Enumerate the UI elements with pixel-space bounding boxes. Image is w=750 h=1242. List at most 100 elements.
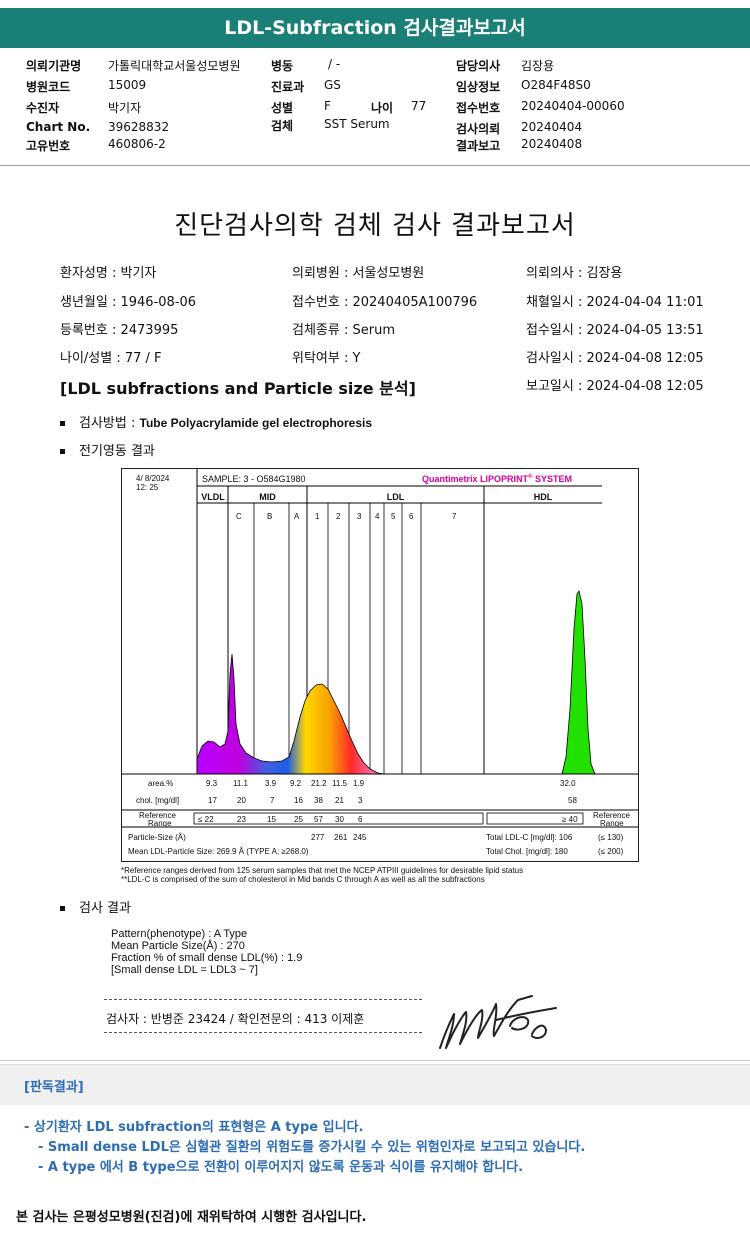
chart-svg [122, 469, 638, 828]
value-ward: / - [328, 57, 341, 71]
value-result-report: 20240408 [521, 137, 583, 151]
ref-label-line2: Range [148, 819, 172, 828]
report-banner-title: LDL-Subfraction 검사결과보고서 [0, 8, 750, 48]
report-title: 진단검사의학 검체 검사 결과보고서 [174, 211, 576, 241]
chol-hdl: 58 [568, 796, 577, 805]
chart-brand: Quantimetrix LIPOPRINT® SYSTEM [422, 474, 572, 484]
value-receipt-no: 20240404-00060 [521, 99, 625, 113]
requesting-hospital: 의뢰병원 : 서울성모병원 [292, 266, 425, 281]
chol-b: 7 [270, 796, 275, 805]
birth-date: 생년월일 : 1946-08-06 [60, 295, 197, 310]
electro-row: 전기영동 결과 [60, 440, 155, 459]
ps-3: 245 [353, 833, 367, 842]
reading-line-1: - 상기환자 LDL subfraction의 표현형은 A type 입니다. [24, 1120, 364, 1135]
band-label-4: 4 [375, 512, 380, 521]
reading-line-2: - Small dense LDL은 심혈관 질환의 위험도를 증가시킬 수 있… [38, 1140, 586, 1155]
registration-number: 등록번호 : 2473995 [60, 323, 179, 338]
ps-2: 261 [334, 833, 348, 842]
result-small-dense-definition: [Small dense LDL = LDL3 ~ 7] [111, 964, 258, 976]
method-row: 검사방법 : Tube Polyacrylamide gel electroph… [60, 412, 372, 431]
report-time: 보고일시 : 2024-04-08 12:05 [526, 379, 704, 394]
band-label-b: B [267, 512, 273, 521]
label-department: 진료과 [271, 80, 305, 94]
ref-label-line1: Reference [139, 811, 176, 820]
value-hospital-code: 15009 [108, 78, 147, 92]
chart-time: 12: 25 [136, 483, 159, 492]
mean-particle-size: Mean LDL-Particle Size: 269.9 Å (TYPE A;… [128, 847, 309, 856]
group-label-vldl: VLDL [201, 492, 225, 502]
total-ldl-c: Total LDL-C [mg/dl]: 106 [486, 833, 573, 842]
label-hospital-code: 병원코드 [26, 80, 71, 94]
chol-1: 38 [314, 796, 323, 805]
receipt-number: 접수번호 : 20240405A100796 [292, 295, 478, 310]
result-label: 검사 결과 [79, 901, 131, 916]
value-specimen: SST Serum [324, 117, 390, 131]
area-c: 11.1 [233, 779, 248, 788]
area-vldl: 9.3 [206, 779, 218, 788]
reading-title-box [0, 1064, 750, 1105]
signature-dash-bottom [104, 1032, 422, 1033]
value-test-request: 20240404 [521, 120, 583, 134]
chart-note-2: **LDL-C is comprised of the sum of chole… [121, 875, 485, 884]
row-label-chol: chol. [mg/dl] [136, 796, 180, 805]
chol-a: 16 [294, 796, 303, 805]
method-label: 검사방법 : [79, 416, 140, 431]
area-3: 1.9 [353, 779, 365, 788]
chol-2: 21 [335, 796, 344, 805]
age-sex: 나이/성별 : 77 / F [60, 351, 162, 366]
collection-time: 채혈일시 : 2024-04-04 11:01 [526, 295, 704, 310]
ref-range-box [193, 812, 484, 825]
electro-label: 전기영동 결과 [79, 444, 155, 459]
test-time: 검사일시 : 2024-04-08 12:05 [526, 351, 704, 366]
chart-note-1: *Reference ranges derived from 125 serum… [121, 866, 524, 875]
total-chol-ref: (≤ 200) [598, 847, 624, 856]
ps-1: 277 [311, 833, 325, 842]
report-bottom-divider [0, 1060, 750, 1061]
chol-vldl: 17 [208, 796, 217, 805]
label-clinical-info: 임상정보 [456, 80, 501, 94]
label-chart-no: Chart No. [26, 120, 91, 134]
band-label-5: 5 [391, 512, 396, 521]
result-pattern: Pattern(phenotype) : A Type [111, 928, 248, 940]
band-label-c: C [236, 512, 242, 521]
value-attending-doctor: 김장용 [521, 59, 555, 73]
result-mean-size: Mean Particle Size(Å) : 270 [111, 940, 245, 952]
row-label-area: area.% [148, 779, 174, 788]
area-b: 3.9 [265, 779, 277, 788]
requesting-doctor: 의뢰의사 : 김장용 [526, 266, 623, 281]
label-specimen: 검체 [271, 119, 294, 133]
group-label-hdl: HDL [533, 492, 553, 502]
chol-3: 3 [358, 796, 363, 805]
value-unique-no: 460806-2 [108, 137, 166, 151]
section-heading: [LDL subfractions and Particle size 분석] [60, 379, 416, 398]
value-sex: F [324, 99, 331, 113]
area-hdl: 32.0 [560, 779, 576, 788]
chol-c: 20 [237, 796, 246, 805]
ref-2: 30 [335, 815, 344, 824]
label-requesting-institution: 의뢰기관명 [26, 59, 82, 73]
band-label-7: 7 [452, 512, 457, 521]
group-label-mid: MID [259, 492, 276, 502]
label-attending-doctor: 담당의사 [456, 59, 501, 73]
consignment: 위탁여부 : Y [292, 351, 361, 366]
ref-3: 6 [358, 815, 363, 824]
electrophoresis-chart: 4/ 8/2024 12: 25 SAMPLE: 3 - O584G1980 Q… [121, 468, 639, 862]
bullet-icon [60, 449, 65, 454]
value-clinical-info: O284F48S0 [521, 78, 591, 92]
chart-sample: SAMPLE: 3 - O584G1980 [202, 474, 306, 484]
label-patient-name: 수진자 [26, 101, 60, 115]
header-divider [0, 165, 750, 166]
ref-1: 57 [314, 815, 323, 824]
area-2: 11.5 [332, 779, 347, 788]
handwritten-signature [439, 995, 557, 1049]
ref-hdl: ≥ 40 [562, 815, 578, 824]
label-receipt-no: 접수번호 [456, 101, 501, 115]
band-label-a: A [294, 512, 300, 521]
receipt-time: 접수일시 : 2024-04-05 13:51 [526, 323, 704, 338]
ref-b: 15 [267, 815, 276, 824]
label-age: 나이 [371, 101, 394, 115]
value-chart-no: 39628832 [108, 120, 170, 134]
label-ward: 병동 [271, 59, 294, 73]
label-unique-no: 고유번호 [26, 139, 71, 153]
ref-a: 25 [294, 815, 303, 824]
